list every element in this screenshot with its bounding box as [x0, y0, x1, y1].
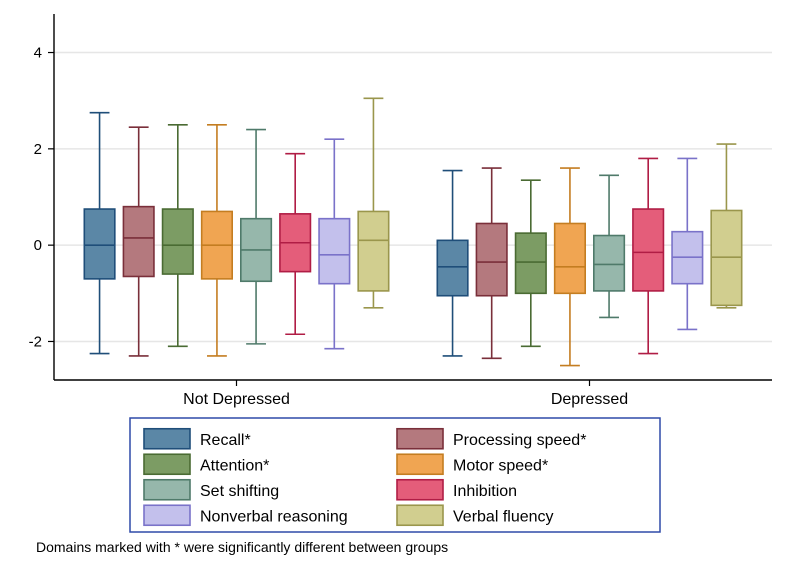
svg-text:2: 2	[34, 141, 42, 158]
box-recall-1	[437, 240, 468, 295]
legend-swatch-verbflu	[397, 505, 443, 525]
svg-text:0: 0	[34, 237, 42, 254]
box-inhib-1	[633, 209, 664, 291]
box-procspeed-0	[123, 207, 154, 277]
legend-swatch-motor	[397, 454, 443, 474]
legend-swatch-setshift	[144, 480, 190, 500]
legend-label-procspeed: Processing speed*	[453, 432, 586, 449]
legend-label-attention: Attention*	[200, 457, 269, 474]
svg-text:Depressed: Depressed	[551, 391, 628, 408]
legend-label-recall: Recall*	[200, 432, 251, 449]
legend-label-setshift: Set shifting	[200, 483, 279, 500]
legend-label-nonverb: Nonverbal reasoning	[200, 508, 348, 525]
legend-swatch-recall	[144, 429, 190, 449]
legend-swatch-inhib	[397, 480, 443, 500]
box-attention-1	[516, 233, 547, 293]
legend-swatch-procspeed	[397, 429, 443, 449]
box-setshift-1	[594, 236, 625, 291]
box-motor-1	[555, 223, 586, 293]
svg-text:4: 4	[34, 45, 42, 62]
chart-container: -2 0 2 4 Not Depressed Depressed Recall* Proces…	[0, 0, 787, 561]
legend-swatch-attention	[144, 454, 190, 474]
box-procspeed-1	[476, 223, 507, 295]
box-nonverb-0	[319, 219, 350, 284]
legend-label-motor: Motor speed*	[453, 457, 548, 474]
svg-text:Not Depressed: Not Depressed	[183, 391, 290, 408]
boxplot-chart: -2 0 2 4 Not Depressed Depressed Recall* Proces…	[0, 0, 787, 561]
box-verbflu-0	[358, 211, 389, 290]
svg-text:-2: -2	[29, 333, 42, 350]
footnote-text: Domains marked with * were significantly…	[36, 539, 448, 555]
legend-label-inhib: Inhibition	[453, 483, 517, 500]
legend-swatch-nonverb	[144, 505, 190, 525]
legend-label-verbflu: Verbal fluency	[453, 508, 554, 525]
box-attention-0	[163, 209, 194, 274]
box-recall-0	[84, 209, 115, 279]
